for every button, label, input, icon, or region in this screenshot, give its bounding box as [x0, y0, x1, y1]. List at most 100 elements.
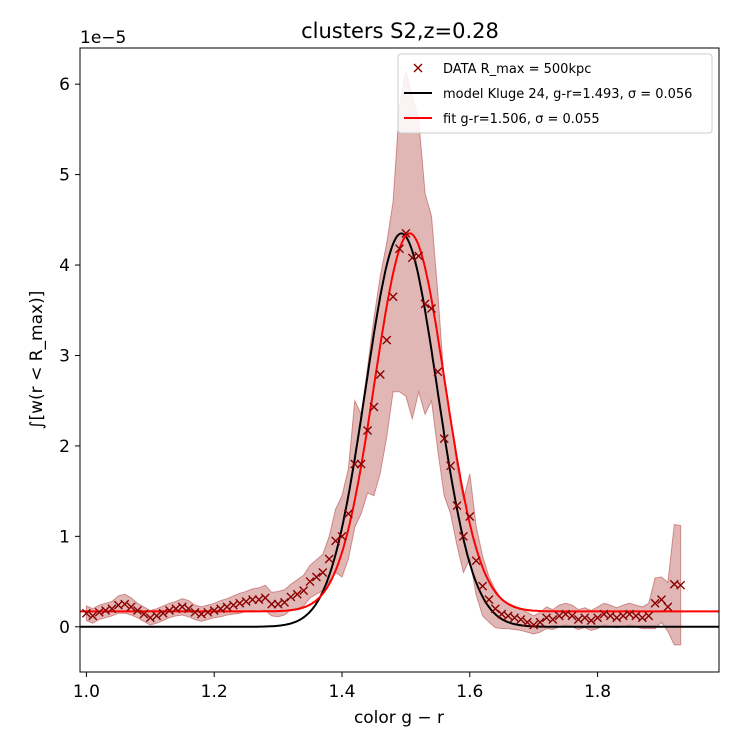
data-point [164, 606, 174, 615]
data-point [350, 459, 360, 469]
data-point [107, 604, 117, 614]
data-point [331, 536, 341, 546]
data-point [676, 580, 686, 590]
data-point [637, 613, 647, 623]
legend-entries: DATA R_max = 500kpc model Kluge 24, g-r=1… [404, 62, 692, 127]
y-axis-multiplier: 1e−5 [80, 28, 126, 48]
legend-label: DATA R_max = 500kpc [443, 62, 591, 77]
data-point [235, 598, 245, 608]
data-point [465, 511, 475, 521]
data-point [101, 606, 111, 615]
x-tick-label: 1.8 [584, 682, 611, 702]
data-point [145, 613, 155, 623]
data-point [663, 602, 673, 612]
data-point [599, 609, 609, 619]
data-point [612, 613, 622, 623]
data-point [133, 606, 143, 615]
data-point [497, 609, 507, 619]
plot-frame [79, 47, 720, 673]
data-point [356, 459, 366, 469]
data-point [305, 577, 315, 587]
data-point [426, 303, 436, 313]
data-point [631, 611, 641, 621]
data-point [516, 615, 526, 625]
x-tick-label: 1.6 [456, 682, 483, 702]
y-axis: 0 1 2 3 4 5 6 [59, 75, 80, 638]
data-point [414, 251, 424, 261]
y-tick-label: 1 [59, 527, 70, 547]
x-tick-label: 1.4 [328, 682, 355, 702]
data-point [478, 581, 488, 591]
data-point [190, 607, 200, 617]
data-point [567, 611, 577, 621]
data-point [471, 556, 481, 566]
data-point [120, 599, 130, 609]
data-point [311, 572, 321, 582]
data-point [458, 531, 468, 541]
data-point [554, 611, 564, 621]
data-point [522, 617, 532, 627]
data-point [446, 461, 456, 471]
data-point [510, 613, 520, 623]
x-axis: 1.0 1.2 1.4 1.6 1.8 [73, 672, 611, 702]
data-point [158, 608, 168, 618]
data-point [228, 600, 238, 610]
data-point [401, 228, 411, 238]
data-point [203, 607, 213, 617]
x-axis-label: color g − r [354, 708, 444, 728]
data-point [94, 607, 104, 617]
data-point [286, 592, 296, 602]
chart-title: clusters S2,z=0.28 [301, 19, 499, 43]
data-point [292, 589, 302, 599]
data-point [152, 611, 162, 621]
data-point [88, 611, 98, 621]
data-point [625, 609, 635, 619]
data-point [209, 606, 219, 615]
data-point [535, 617, 545, 627]
data-point [196, 609, 206, 619]
model-curve [80, 232, 719, 628]
data-point [573, 615, 583, 625]
data-point [171, 604, 181, 614]
data-point [593, 613, 603, 623]
error-band-layer [85, 70, 682, 646]
legend: DATA R_max = 500kpc model Kluge 24, g-r=1… [397, 53, 713, 134]
data-point [439, 434, 449, 444]
data-point [650, 598, 660, 608]
y-tick-label: 3 [59, 346, 70, 366]
data-point [273, 599, 283, 609]
data-point [580, 613, 590, 623]
data-point [324, 554, 334, 564]
y-tick-label: 6 [59, 75, 70, 95]
data-point [363, 426, 373, 436]
y-axis-label: ∫[w(r < R_max)] [27, 291, 47, 430]
y-tick-label: 5 [59, 166, 70, 186]
data-point [337, 531, 347, 541]
data-point [395, 244, 404, 254]
y-tick-label: 0 [59, 618, 70, 638]
data-point [343, 509, 353, 519]
y-tick-label: 2 [59, 437, 70, 457]
legend-marker [413, 63, 423, 73]
data-point [503, 611, 513, 621]
legend-label: fit g-r=1.506, σ = 0.055 [443, 112, 600, 127]
data-point [452, 501, 462, 511]
data-point [644, 611, 654, 621]
x-tick-label: 1.2 [201, 682, 228, 702]
data-point [420, 299, 430, 309]
data-point [267, 599, 277, 609]
data-point [369, 402, 379, 412]
error-band [85, 70, 682, 646]
data-point [375, 369, 385, 379]
data-point [618, 611, 628, 621]
plot-area [80, 70, 719, 646]
data-point [382, 335, 392, 345]
data-point [299, 586, 309, 596]
data-point [605, 611, 615, 621]
legend-label: model Kluge 24, g-r=1.493, σ = 0.056 [443, 87, 692, 102]
data-point [388, 292, 398, 302]
data-point [318, 568, 328, 578]
data-point [216, 604, 226, 614]
y-tick-label: 4 [59, 256, 70, 276]
